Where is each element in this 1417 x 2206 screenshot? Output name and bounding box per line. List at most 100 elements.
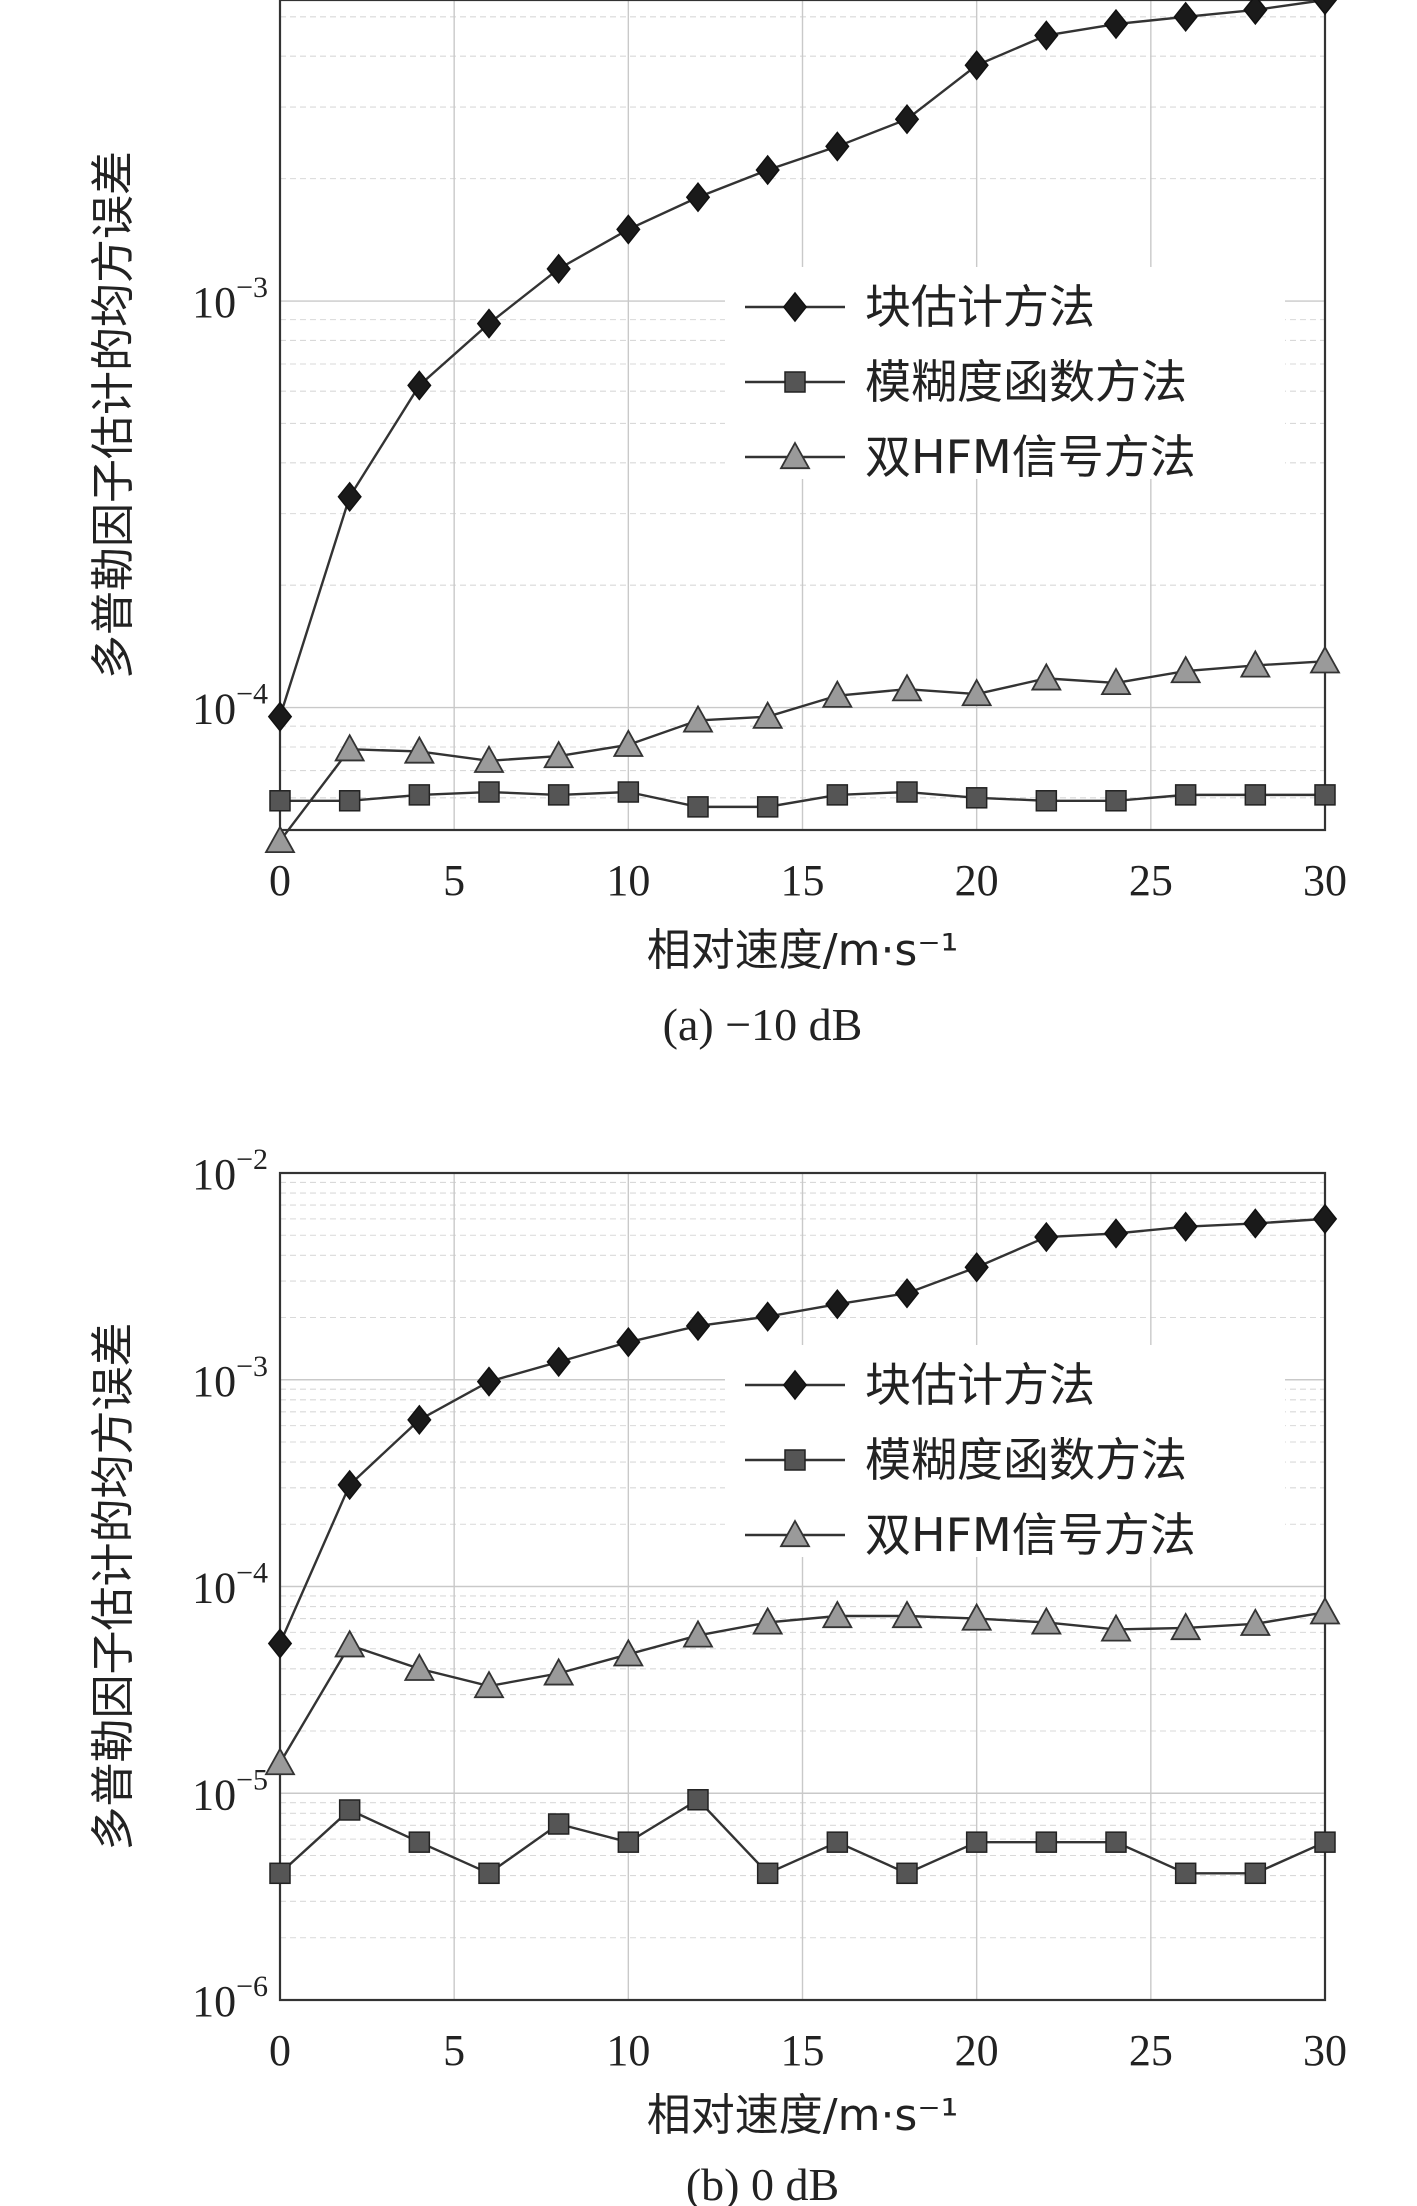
data-point-square <box>1174 1862 1197 1885</box>
data-point-diamond <box>546 253 571 285</box>
data-point-triangle <box>264 825 296 854</box>
data-point-diamond <box>1312 1203 1338 1235</box>
data-point-diamond <box>825 131 850 162</box>
data-point-triangle <box>543 740 575 769</box>
data-point-square <box>896 781 918 803</box>
data-point-square <box>408 784 431 806</box>
series-line-diamond <box>278 0 1326 718</box>
data-point-square <box>338 790 361 812</box>
data-point-triangle <box>821 1600 853 1629</box>
data-point-square <box>1035 1831 1058 1853</box>
data-point-triangle <box>752 700 784 729</box>
x-tick-label: 15 <box>781 2026 825 2075</box>
data-point-triangle <box>1170 1612 1202 1641</box>
data-point-square <box>1314 1831 1336 1853</box>
legend-marker-square <box>784 1449 806 1471</box>
data-point-diamond <box>1312 0 1338 16</box>
x-axis-label: 相对速度/m·s⁻¹ <box>647 925 958 976</box>
data-point-triangle <box>612 1638 644 1667</box>
data-point-triangle <box>612 728 644 757</box>
data-point-diamond <box>1103 8 1129 40</box>
data-point-diamond <box>407 370 432 401</box>
data-point-square <box>338 1799 361 1821</box>
data-point-square <box>617 781 640 803</box>
data-point-square <box>896 1862 918 1885</box>
data-point-diamond <box>267 1628 293 1659</box>
y-tick-label: 10−4 <box>192 678 268 734</box>
data-point-triangle <box>334 1629 366 1658</box>
x-tick-label: 0 <box>269 2026 291 2075</box>
data-point-diamond <box>476 308 502 339</box>
data-point-square <box>1105 1831 1127 1853</box>
data-point-square <box>826 784 849 806</box>
x-axis-label: 相对速度/m·s⁻¹ <box>647 2090 958 2141</box>
data-point-diamond <box>407 1404 432 1436</box>
data-point-diamond <box>964 50 989 81</box>
data-point-square <box>756 1862 779 1885</box>
chart-caption: (b) 0 dB <box>686 2159 839 2206</box>
legend-marker-square <box>784 371 806 393</box>
data-point-square <box>1244 1862 1267 1885</box>
series-line-diamond <box>278 1217 1326 1644</box>
data-point-diamond <box>1173 1211 1198 1242</box>
data-point-diamond <box>894 1278 920 1309</box>
data-point-square <box>1105 790 1127 812</box>
series-line-square <box>280 790 1325 809</box>
data-point-square <box>687 796 709 818</box>
data-point-diamond <box>616 214 641 245</box>
x-tick-label: 30 <box>1303 2026 1347 2075</box>
data-point-diamond <box>825 1288 850 1320</box>
series-line-triangle <box>278 1611 1326 1764</box>
series-line-square <box>279 1798 1326 1875</box>
x-tick-label: 25 <box>1129 2026 1173 2075</box>
data-point-triangle <box>1100 1613 1132 1642</box>
data-point-triangle <box>334 733 366 762</box>
legend-marker-triangle <box>779 441 811 470</box>
legend-label: 模糊度函数方法 <box>865 355 1187 409</box>
chart-caption: (a) −10 dB <box>663 999 863 1050</box>
data-point-triangle <box>264 1747 296 1776</box>
x-tick-label: 5 <box>443 2026 465 2075</box>
y-tick-label: 10−3 <box>192 271 268 327</box>
data-point-diamond <box>476 1366 502 1397</box>
y-tick-label: 10−6 <box>192 1970 268 2026</box>
data-point-square <box>547 1813 570 1835</box>
x-tick-label: 20 <box>955 2026 999 2075</box>
data-point-diamond <box>1173 1 1198 33</box>
data-point-diamond <box>1103 1218 1129 1249</box>
data-point-square <box>269 790 291 812</box>
data-point-triangle <box>682 1619 714 1648</box>
data-point-triangle <box>1100 667 1132 696</box>
legend-label: 块估计方法 <box>865 1358 1095 1412</box>
x-tick-label: 5 <box>443 856 465 905</box>
data-point-diamond <box>1034 20 1059 51</box>
data-point-square <box>1174 784 1197 806</box>
data-point-diamond <box>1243 0 1268 26</box>
chart-panel-b: 0 5 10 15 20 25 30 10−2 10−3 10−4 10−5 10−6 多普勒因子估计的… <box>88 1143 1347 2206</box>
x-tick-label: 15 <box>781 856 825 905</box>
data-point-square <box>826 1831 849 1853</box>
data-point-triangle <box>473 744 505 773</box>
legend-label: 双HFM信号方法 <box>865 1508 1196 1562</box>
data-point-triangle <box>1239 1607 1271 1636</box>
x-tick-label: 0 <box>269 856 291 905</box>
legend-marker-diamond <box>782 1369 808 1401</box>
data-point-square <box>269 1862 291 1885</box>
data-point-square <box>1314 784 1336 806</box>
data-point-square <box>965 1831 988 1853</box>
data-point-square <box>478 781 500 803</box>
data-point-diamond <box>755 1301 780 1332</box>
x-tick-label: 10 <box>606 856 650 905</box>
data-point-triangle <box>1309 1596 1341 1625</box>
legend-label: 双HFM信号方法 <box>865 430 1196 484</box>
x-tick-label: 25 <box>1129 856 1173 905</box>
data-point-triangle <box>821 679 853 708</box>
data-point-triangle <box>1170 655 1202 684</box>
data-point-triangle <box>403 1652 435 1681</box>
data-point-triangle <box>1030 1606 1062 1635</box>
data-point-triangle <box>473 1670 505 1699</box>
x-tick-label: 30 <box>1303 856 1347 905</box>
data-point-diamond <box>755 154 780 186</box>
